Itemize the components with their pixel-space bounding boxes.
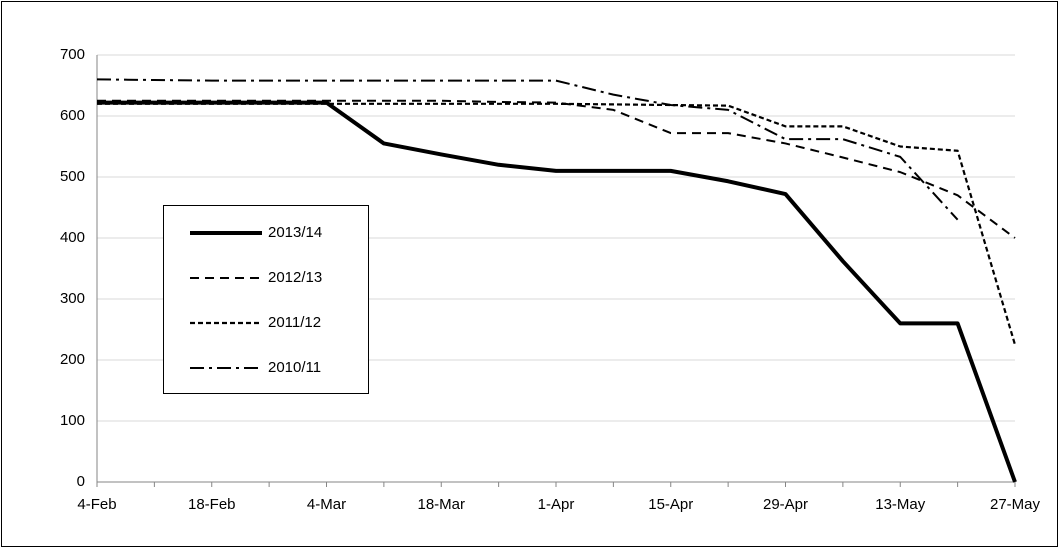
y-tick-label: 300: [60, 290, 85, 307]
y-tick-label: 500: [60, 168, 85, 185]
x-tick-label: 15-Apr: [648, 496, 693, 513]
x-tick-label: 13-May: [875, 496, 926, 513]
x-tick-label: 4-Feb: [77, 496, 116, 513]
x-tick-label: 1-Apr: [538, 496, 575, 513]
series-line: [96, 78, 959, 221]
x-tick-label: 27-May: [990, 496, 1041, 513]
series-line: [97, 100, 1017, 483]
y-tick-label: 0: [77, 473, 85, 490]
lines: [96, 78, 1017, 483]
x-tick-label: 4-Mar: [307, 496, 346, 513]
y-tick-label: 400: [60, 229, 85, 246]
legend-label: 2012/13: [268, 269, 322, 286]
legend: 2013/14 2012/13 2011/12 2010/11: [190, 224, 322, 376]
x-tick-label: 18-Mar: [417, 496, 465, 513]
legend-label: 2011/12: [268, 314, 321, 331]
y-tick-label: 100: [60, 412, 85, 429]
y-tick-label: 700: [60, 46, 85, 63]
y-tick-label: 200: [60, 351, 85, 368]
x-tick-label: 18-Feb: [188, 496, 236, 513]
legend-label: 2010/11: [268, 359, 321, 376]
x-tick-label: 29-Apr: [763, 496, 808, 513]
y-tick-label: 600: [60, 107, 85, 124]
legend-label: 2013/14: [268, 224, 322, 241]
legend-box: [163, 205, 369, 394]
